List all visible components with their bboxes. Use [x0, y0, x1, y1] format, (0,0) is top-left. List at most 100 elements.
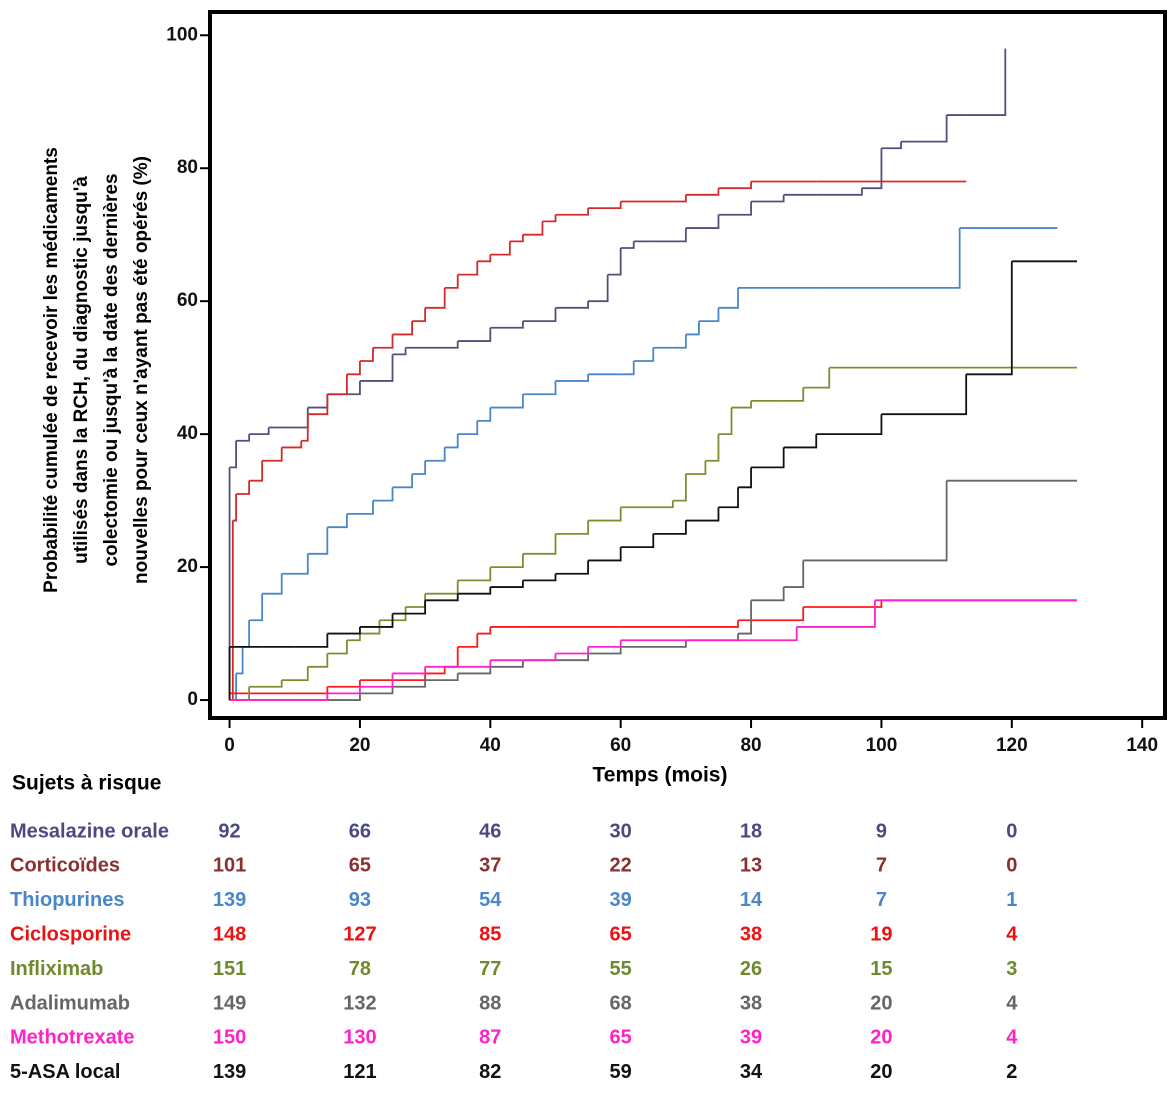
risk-value: 150 — [213, 1027, 246, 1049]
step-segment — [588, 547, 622, 562]
step-segment — [555, 646, 589, 655]
step-segment — [653, 334, 687, 349]
step-segment — [262, 447, 283, 462]
step-segment — [718, 181, 752, 190]
risk-value: 88 — [479, 992, 501, 1014]
step-segment — [477, 254, 492, 263]
step-segment — [718, 407, 733, 436]
step-segment — [412, 460, 427, 475]
step-segment — [698, 307, 720, 323]
risk-value: 7 — [876, 889, 887, 911]
risk-value: 39 — [610, 889, 632, 911]
step-segment — [392, 321, 413, 336]
step-segment — [633, 347, 655, 362]
step-segment — [685, 507, 720, 522]
step-segment — [327, 626, 361, 635]
risk-value: 4 — [1006, 1027, 1018, 1049]
risk-value: 59 — [610, 1061, 632, 1083]
step-segment — [555, 560, 589, 575]
plot-frame — [208, 10, 1167, 720]
risk-value: 15 — [870, 958, 892, 980]
step-segment — [731, 400, 752, 409]
step-segment — [425, 580, 459, 595]
x-axis-label: Temps (mois) — [593, 764, 728, 787]
step-segment — [249, 460, 264, 482]
step-segment — [477, 407, 492, 422]
y-tick-label: 40 — [177, 423, 198, 444]
step-segment — [522, 573, 557, 582]
step-segment — [294, 686, 329, 695]
x-tick-label: 60 — [610, 735, 631, 756]
step-segment — [405, 593, 427, 608]
risk-value: 149 — [213, 992, 246, 1014]
step-segment — [359, 347, 374, 362]
y-tick-label: 20 — [177, 556, 198, 577]
step-segment — [307, 394, 329, 409]
risk-value: 2 — [1006, 1061, 1017, 1083]
step-segment — [229, 440, 237, 469]
step-segment — [249, 427, 270, 436]
step-segment — [236, 434, 251, 442]
step-segment — [444, 434, 459, 449]
risk-value: 65 — [349, 855, 371, 877]
step-segment — [490, 660, 524, 668]
step-segment — [457, 660, 492, 668]
risk-row-name: Adalimumab — [10, 992, 130, 1014]
x-tick-label: 120 — [996, 735, 1028, 756]
y-tick-label: 0 — [187, 689, 198, 710]
step-segment — [457, 261, 479, 276]
step-segment — [751, 447, 785, 469]
step-segment — [242, 620, 251, 648]
step-segment — [718, 487, 739, 509]
step-segment — [620, 241, 635, 249]
risk-row-name: Ciclosporine — [10, 923, 131, 945]
step-segment — [933, 480, 948, 562]
step-segment — [346, 361, 361, 376]
step-segment — [731, 626, 798, 642]
step-segment — [881, 141, 902, 150]
step-segment — [685, 214, 720, 229]
step-segment — [359, 613, 394, 628]
step-segment — [379, 606, 407, 622]
risk-value: 1 — [1006, 889, 1017, 911]
step-segment — [457, 567, 492, 582]
step-segment — [327, 693, 361, 701]
step-segment — [457, 666, 492, 675]
step-segment — [327, 374, 348, 396]
risk-value: 13 — [740, 855, 762, 877]
step-segment — [457, 327, 492, 342]
risk-value: 0 — [1006, 820, 1017, 842]
step-segment — [392, 347, 407, 356]
risk-value: 54 — [479, 889, 502, 911]
step-segment — [412, 307, 427, 323]
step-segment — [281, 440, 303, 449]
step-segment — [816, 414, 883, 436]
step-segment — [522, 533, 557, 555]
step-segment — [672, 474, 687, 502]
risk-value: 38 — [740, 923, 762, 945]
risk-value: 9 — [876, 820, 887, 842]
step-segment — [457, 633, 479, 648]
step-segment — [327, 640, 348, 655]
step-segment — [522, 380, 557, 396]
risk-value: 4 — [1006, 923, 1018, 945]
risk-value: 65 — [610, 1027, 632, 1049]
step-segment — [542, 214, 557, 223]
step-segment — [555, 520, 589, 535]
step-segment — [392, 600, 427, 615]
step-segment — [346, 500, 374, 515]
y-tick-label: 60 — [177, 290, 198, 311]
step-segment — [490, 321, 524, 329]
step-segment — [359, 620, 381, 635]
x-tick-label: 100 — [866, 735, 898, 756]
step-segment — [966, 261, 1013, 376]
step-segment — [966, 48, 1007, 116]
step-segment — [555, 301, 589, 309]
step-segment — [301, 407, 309, 429]
risk-value: 19 — [870, 923, 892, 945]
step-segment — [653, 520, 687, 535]
risk-value: 3 — [1006, 958, 1017, 980]
step-segment — [588, 646, 622, 655]
risk-value: 65 — [610, 923, 632, 945]
